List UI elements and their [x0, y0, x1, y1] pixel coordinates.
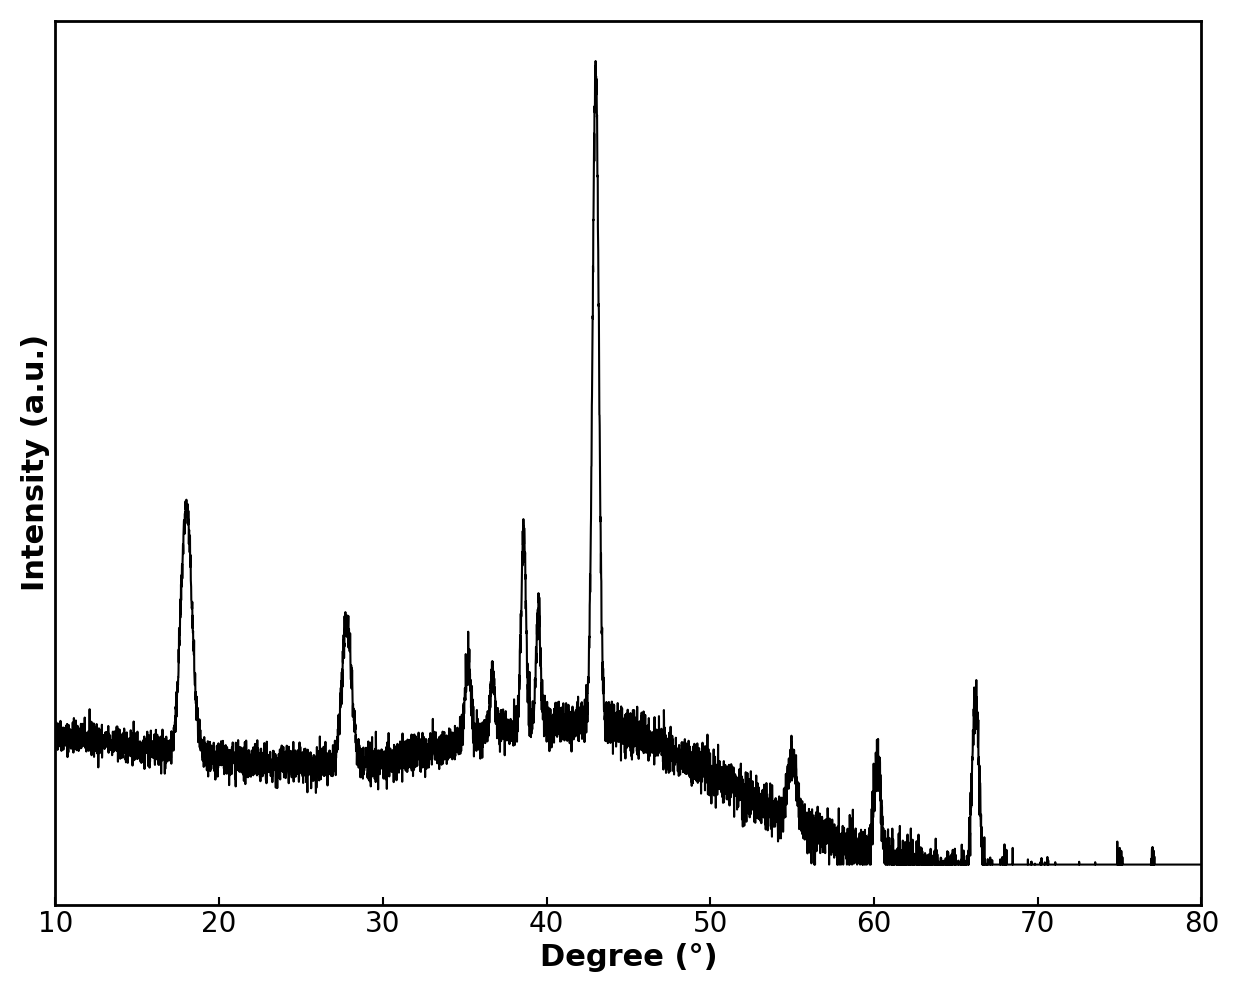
Y-axis label: Intensity (a.u.): Intensity (a.u.)	[21, 335, 50, 592]
X-axis label: Degree (°): Degree (°)	[539, 943, 717, 972]
